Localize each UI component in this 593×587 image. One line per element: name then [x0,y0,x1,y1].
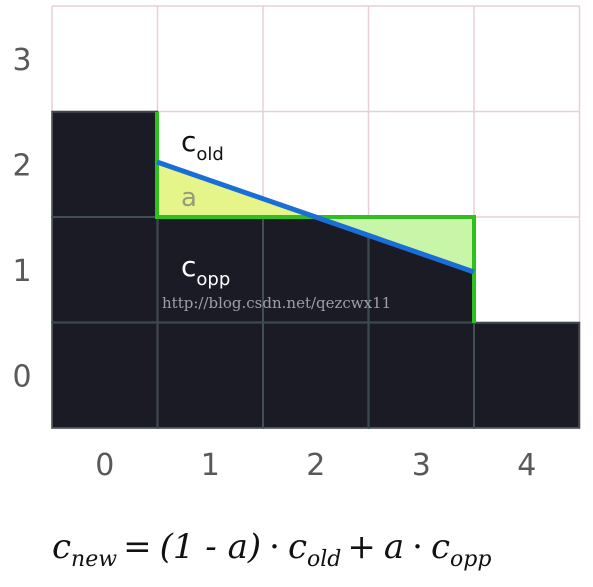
watermark: http://blog.csdn.net/qezcwx11 [162,294,391,312]
formula-old-base: c [288,527,307,567]
x-axis-label: 4 [517,448,536,483]
formula-opp-base: c [431,527,450,567]
x-axis-label: 2 [306,448,325,483]
c-opp-label: copp [181,250,230,290]
y-axis-label: 1 [12,254,31,289]
y-axis-labels: 0 1 2 3 [12,43,31,395]
y-axis-label: 2 [12,148,31,183]
a-label: a [181,183,197,213]
c-opp-sub: opp [196,269,230,290]
formula-dot-2: · [412,527,423,567]
y-axis-label: 3 [12,43,31,78]
y-axis-label: 0 [12,359,31,394]
x-axis-labels: 0 1 2 3 4 [95,448,536,483]
formula-lhs-sub: new [71,547,117,572]
formula-lhs-base: c [52,527,71,567]
filled-cell [52,111,158,218]
formula-factor: (1 - a) [160,527,262,567]
edge-line [156,159,475,275]
x-axis-label: 0 [95,448,114,483]
x-axis-label: 3 [412,448,431,483]
c-old-sub: old [196,144,223,165]
filled-cell [157,322,264,429]
filled-cell [52,217,158,323]
formula-a: a [384,527,404,567]
x-axis-label: 1 [201,448,220,483]
filled-cell [474,322,580,429]
filled-cell [368,322,475,429]
filled-cell [263,217,369,323]
formula-equals: = [123,527,152,567]
c-old-label: cold [181,125,224,165]
filled-cell [263,322,369,429]
grid-cells [52,111,580,429]
filled-cell [157,217,264,323]
formula-plus: + [347,527,376,567]
c-opp-base: c [181,250,196,283]
formula: cnew = (1 - a) · cold + a · copp [52,527,491,572]
filled-cell-border [473,321,581,429]
formula-dot-1: · [269,527,280,567]
formula-old-sub: old [307,547,341,572]
formula-opp-sub: opp [450,547,491,572]
filled-cell [52,322,158,429]
c-old-base: c [181,125,196,158]
